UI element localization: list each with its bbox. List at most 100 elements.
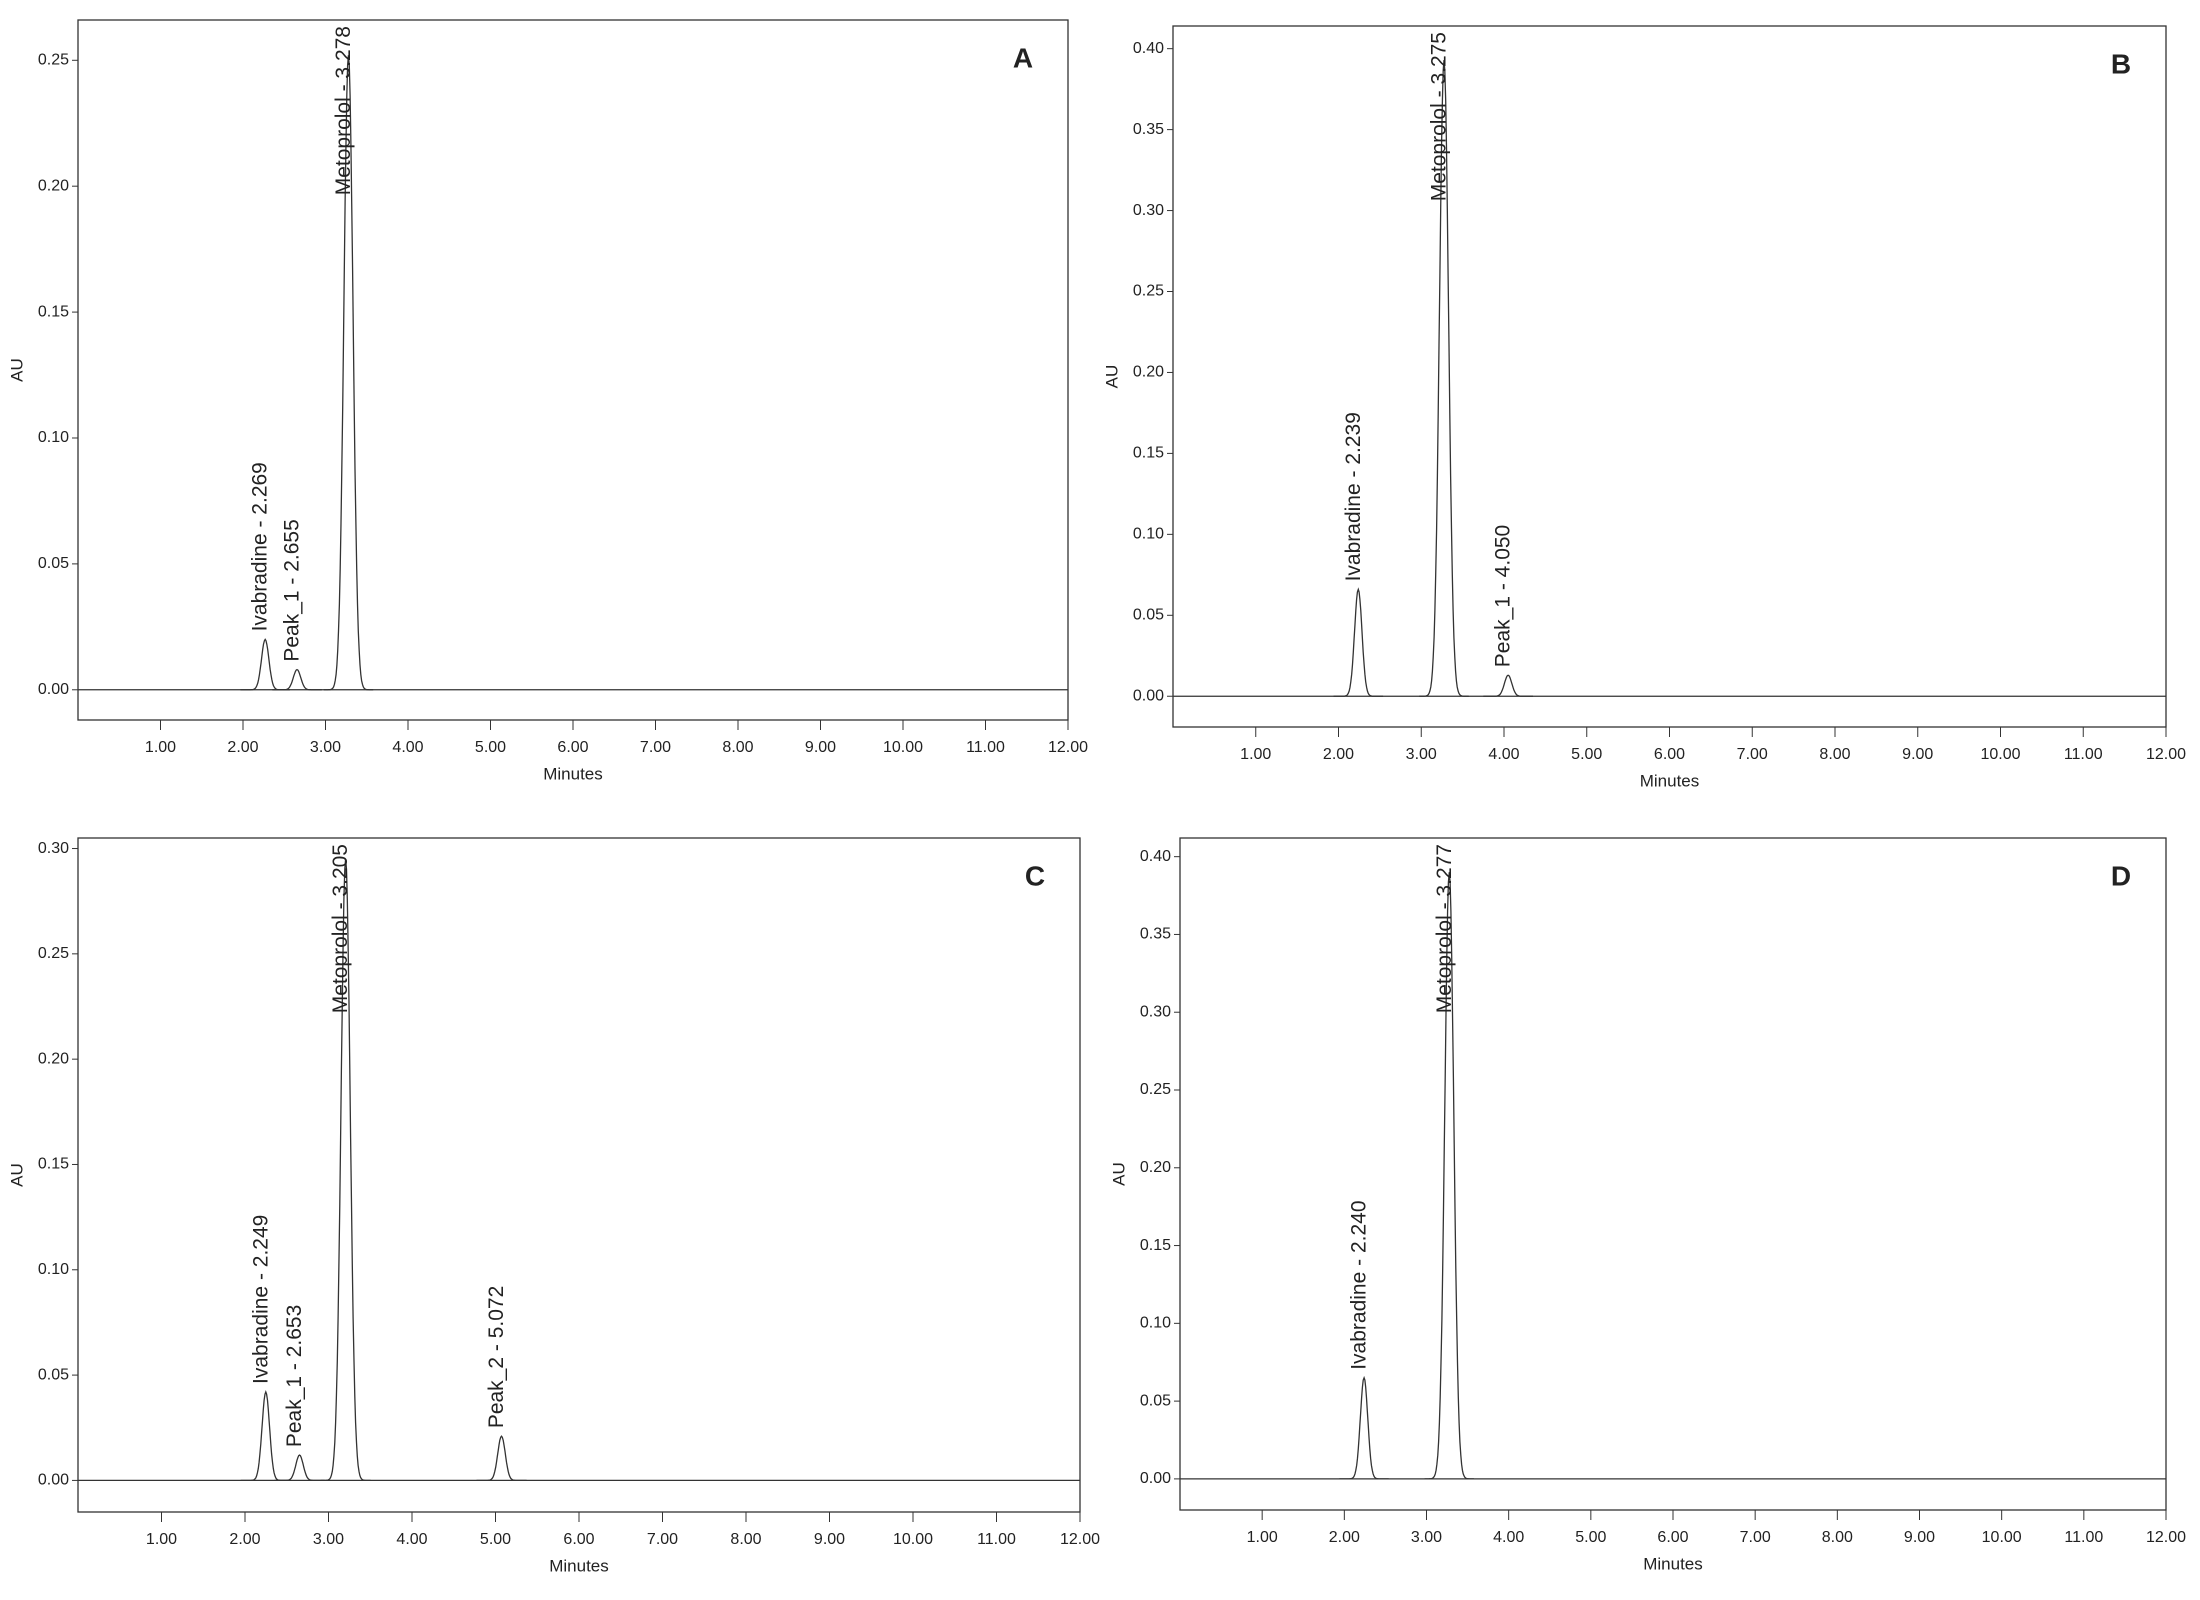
peak-label: Ivabradine - 2.240 [1348,1200,1371,1369]
x-tick-label: 7.00 [640,739,671,756]
x-axis-title: Minutes [1640,771,1700,790]
peak-label: Metoprolol - 3.205 [329,844,352,1013]
y-tick-label: 0.35 [1133,121,1164,138]
y-axis-title: AU [7,1163,26,1187]
y-tick-label: 0.25 [1133,283,1164,300]
y-tick-label: 0.15 [1133,445,1164,462]
x-tick-label: 9.00 [1904,1529,1935,1546]
y-tick-label: 0.05 [1140,1392,1171,1409]
x-tick-label: 11.00 [2064,746,2103,763]
panel-label: D [2111,860,2131,891]
peak [274,1454,325,1482]
x-tick-label: 3.00 [1411,1529,1442,1546]
y-tick-label: 0.25 [38,945,69,962]
x-tick-label: 6.00 [557,739,588,756]
y-axis-title: AU [1109,1162,1128,1186]
y-tick-label: 0.35 [1140,926,1171,943]
peak-label: Ivabradine - 2.269 [249,462,272,631]
x-tick-label: 7.00 [647,1531,678,1548]
y-tick-label: 0.25 [38,52,69,69]
x-tick-label: 2.00 [229,1531,260,1548]
y-tick-label: 0.40 [1140,848,1171,865]
x-tick-label: 11.00 [966,739,1005,756]
x-axis-title: Minutes [1643,1554,1703,1573]
x-tick-label: 7.00 [1737,746,1768,763]
x-tick-label: 9.00 [805,739,836,756]
x-tick-label: 5.00 [480,1531,511,1548]
peak [1339,1375,1389,1480]
peak [1424,872,1474,1480]
x-tick-label: 10.00 [883,739,923,756]
x-tick-label: 10.00 [893,1531,933,1548]
y-tick-label: 0.20 [38,177,69,194]
y-tick-label: 0.15 [38,303,69,320]
peak-label: Metoprolol - 3.277 [1433,844,1456,1013]
peak-label: Peak_2 - 5.072 [485,1286,508,1428]
x-tick-label: 5.00 [475,739,506,756]
y-tick-label: 0.30 [1133,202,1164,219]
x-tick-label: 2.00 [1329,1529,1360,1546]
y-axis-title: AU [7,358,26,382]
y-tick-label: 0.40 [1133,40,1164,57]
x-tick-label: 2.00 [227,739,258,756]
x-tick-label: 8.00 [1819,746,1850,763]
x-tick-label: 9.00 [1902,746,1933,763]
plot-frame [1172,25,2167,728]
y-tick-label: 0.00 [38,681,69,698]
peak-label: Ivabradine - 2.249 [249,1215,272,1384]
y-tick-label: 0.20 [38,1050,69,1067]
y-tick-label: 0.15 [38,1156,69,1173]
plot-frame [1179,837,2167,1511]
peak [1333,587,1384,697]
y-axis-title: AU [1102,365,1121,389]
peak-label: Peak_1 - 2.653 [283,1305,306,1447]
y-tick-label: 0.10 [38,1261,69,1278]
x-tick-label: 9.00 [814,1531,845,1548]
x-tick-label: 1.00 [1240,746,1271,763]
y-tick-label: 0.00 [38,1472,69,1489]
x-tick-label: 11.00 [977,1531,1016,1548]
x-tick-label: 2.00 [1323,746,1354,763]
peak [272,668,322,691]
x-tick-label: 6.00 [1654,746,1685,763]
x-tick-label: 11.00 [2064,1529,2103,1546]
peak-label: Metoprolol - 3.278 [332,26,355,195]
x-tick-label: 4.00 [1488,746,1519,763]
y-tick-label: 0.15 [1140,1237,1171,1254]
x-tick-label: 3.00 [1406,746,1437,763]
peak-label: Peak_1 - 4.050 [1492,525,1515,667]
x-tick-label: 1.00 [146,1531,177,1548]
y-tick-label: 0.10 [1133,526,1164,543]
y-tick-label: 0.20 [1140,1159,1171,1176]
peak [320,859,371,1482]
plot-frame [77,19,1069,721]
x-tick-label: 7.00 [1740,1529,1771,1546]
plot-frame [77,837,1081,1513]
y-tick-label: 0.05 [1133,607,1164,624]
y-tick-label: 0.10 [1140,1315,1171,1332]
x-tick-label: 5.00 [1575,1529,1606,1546]
x-tick-label: 1.00 [145,739,176,756]
y-tick-label: 0.05 [38,1366,69,1383]
x-tick-label: 10.00 [1980,746,2020,763]
x-tick-label: 6.00 [563,1531,594,1548]
y-tick-label: 0.25 [1140,1081,1171,1098]
x-tick-label: 3.00 [310,739,341,756]
x-tick-label: 8.00 [722,739,753,756]
y-tick-label: 0.05 [38,555,69,572]
x-tick-label: 5.00 [1571,746,1602,763]
peak [323,55,374,691]
peak-label: Metoprolol - 3.275 [1428,32,1451,201]
x-axis-title: Minutes [549,1556,609,1575]
x-tick-label: 10.00 [1982,1529,2022,1546]
panel-label: C [1025,860,1045,891]
peak-label: Ivabradine - 2.239 [1342,412,1365,581]
x-tick-label: 8.00 [730,1531,761,1548]
x-tick-label: 4.00 [396,1531,427,1548]
x-tick-label: 8.00 [1822,1529,1853,1546]
x-tick-label: 12.00 [1060,1531,1100,1548]
x-tick-label: 12.00 [1048,739,1088,756]
y-tick-label: 0.20 [1133,364,1164,381]
y-tick-label: 0.30 [1140,1003,1171,1020]
